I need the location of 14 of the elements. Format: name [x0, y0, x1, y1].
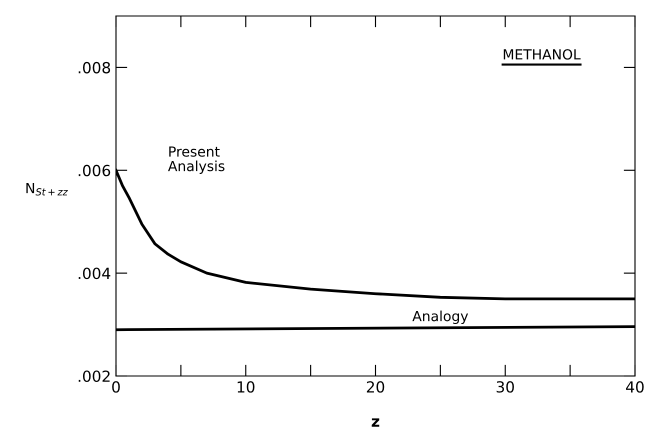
- x-axis-title: z: [372, 418, 380, 427]
- y-axis-title: N$_{St+zz}$: [26, 182, 68, 196]
- y-tick-label: .006: [78, 164, 110, 176]
- annotation: METHANOL: [504, 49, 581, 60]
- y-tick-label: .002: [78, 370, 110, 382]
- annotation: Analogy: [412, 310, 468, 324]
- x-tick-label: 40: [626, 381, 644, 393]
- x-tick-label: 30: [496, 381, 514, 393]
- x-tick-label: 0: [112, 381, 120, 393]
- x-tick-label: 20: [366, 381, 384, 393]
- y-tick-label: .008: [78, 62, 110, 74]
- x-tick-label: 10: [238, 381, 254, 393]
- annotation: Present Analysis: [168, 146, 224, 174]
- y-tick-label: .004: [78, 268, 110, 280]
